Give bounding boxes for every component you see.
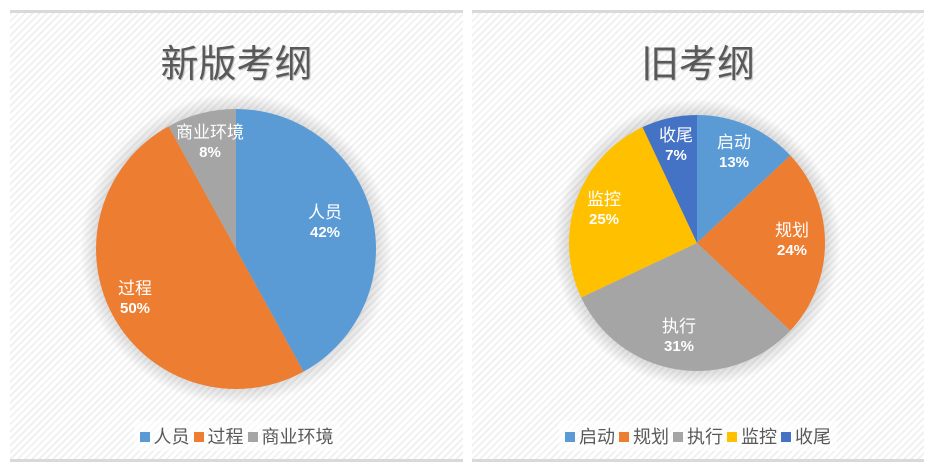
legend-item: 监控 — [727, 423, 777, 449]
pie-chart — [80, 93, 392, 405]
legend-label: 监控 — [741, 427, 777, 448]
slice-category: 执行 — [662, 317, 696, 337]
slice-label-process: 过程 50% — [118, 279, 152, 319]
legend-label: 执行 — [687, 427, 723, 448]
legend-swatch-icon — [673, 432, 683, 442]
chart-panel-new-syllabus: 新版考纲 人员 42% 过程 50% 商业环境 8% 人员 过程 商业环境 — [10, 10, 463, 462]
legend-item: 规划 — [619, 423, 669, 449]
legend-item: 执行 — [673, 423, 723, 449]
legend-swatch-icon — [619, 432, 629, 442]
slice-percent: 24% — [776, 242, 808, 259]
slice-label-monitoring: 监控 25% — [587, 190, 621, 230]
chart-title: 旧考纲 — [640, 42, 755, 86]
slice-category: 启动 — [717, 133, 751, 153]
chart-legend: 人员 过程 商业环境 — [10, 421, 463, 451]
legend-label: 过程 — [207, 427, 244, 448]
slice-label-planning: 规划 24% — [775, 221, 809, 261]
pie-slice — [697, 155, 825, 331]
slice-category: 监控 — [587, 190, 621, 210]
slice-percent: 25% — [588, 211, 620, 228]
chart-title: 新版考纲 — [160, 42, 313, 86]
pie-slice — [168, 109, 236, 249]
legend-label: 规划 — [633, 427, 669, 448]
legend-item: 人员 — [139, 423, 190, 449]
pie-slice — [581, 243, 791, 372]
slice-percent: 8% — [199, 144, 221, 161]
legend-swatch-icon — [781, 432, 791, 442]
slice-label-closing: 收尾 7% — [659, 126, 693, 166]
slice-label-initiating: 启动 13% — [717, 133, 751, 173]
legend-item: 过程 — [193, 423, 244, 449]
slice-label-business-environment: 商业环境 8% — [176, 123, 244, 163]
legend-item: 启动 — [565, 423, 615, 449]
legend-swatch-icon — [193, 432, 204, 442]
slice-percent: 50% — [119, 300, 151, 317]
pie-slice — [569, 127, 697, 298]
legend-item: 收尾 — [781, 423, 831, 449]
legend-label: 收尾 — [795, 427, 831, 448]
slice-percent: 13% — [718, 154, 750, 171]
legend-swatch-icon — [565, 432, 575, 442]
pie-slice — [642, 115, 697, 243]
pie-slice — [697, 115, 791, 243]
legend-swatch-icon — [247, 432, 258, 442]
slice-category: 人员 — [308, 203, 342, 223]
slice-percent: 7% — [665, 147, 687, 164]
slice-label-executing: 执行 31% — [662, 317, 696, 357]
pie-slice — [96, 126, 304, 389]
legend-item: 商业环境 — [247, 423, 334, 449]
legend-label: 启动 — [579, 427, 615, 448]
slice-category: 规划 — [775, 221, 809, 241]
legend-label: 人员 — [153, 427, 190, 448]
legend-swatch-icon — [727, 432, 737, 442]
slice-label-people: 人员 42% — [308, 203, 342, 243]
slice-percent: 31% — [663, 338, 695, 355]
legend-swatch-icon — [139, 432, 150, 442]
slice-category: 收尾 — [659, 126, 693, 146]
slice-category: 过程 — [118, 279, 152, 299]
pie-slice — [236, 109, 376, 372]
slice-percent: 42% — [309, 224, 341, 241]
slice-category: 商业环境 — [176, 123, 244, 143]
chart-panel-old-syllabus: 旧考纲 启动 13% 规划 24% 执行 31% 监控 25% 收尾 7% 启动… — [472, 10, 924, 462]
chart-legend: 启动 规划 执行 监控 收尾 — [472, 421, 924, 451]
pie-chart — [553, 99, 841, 387]
legend-label: 商业环境 — [261, 427, 334, 448]
